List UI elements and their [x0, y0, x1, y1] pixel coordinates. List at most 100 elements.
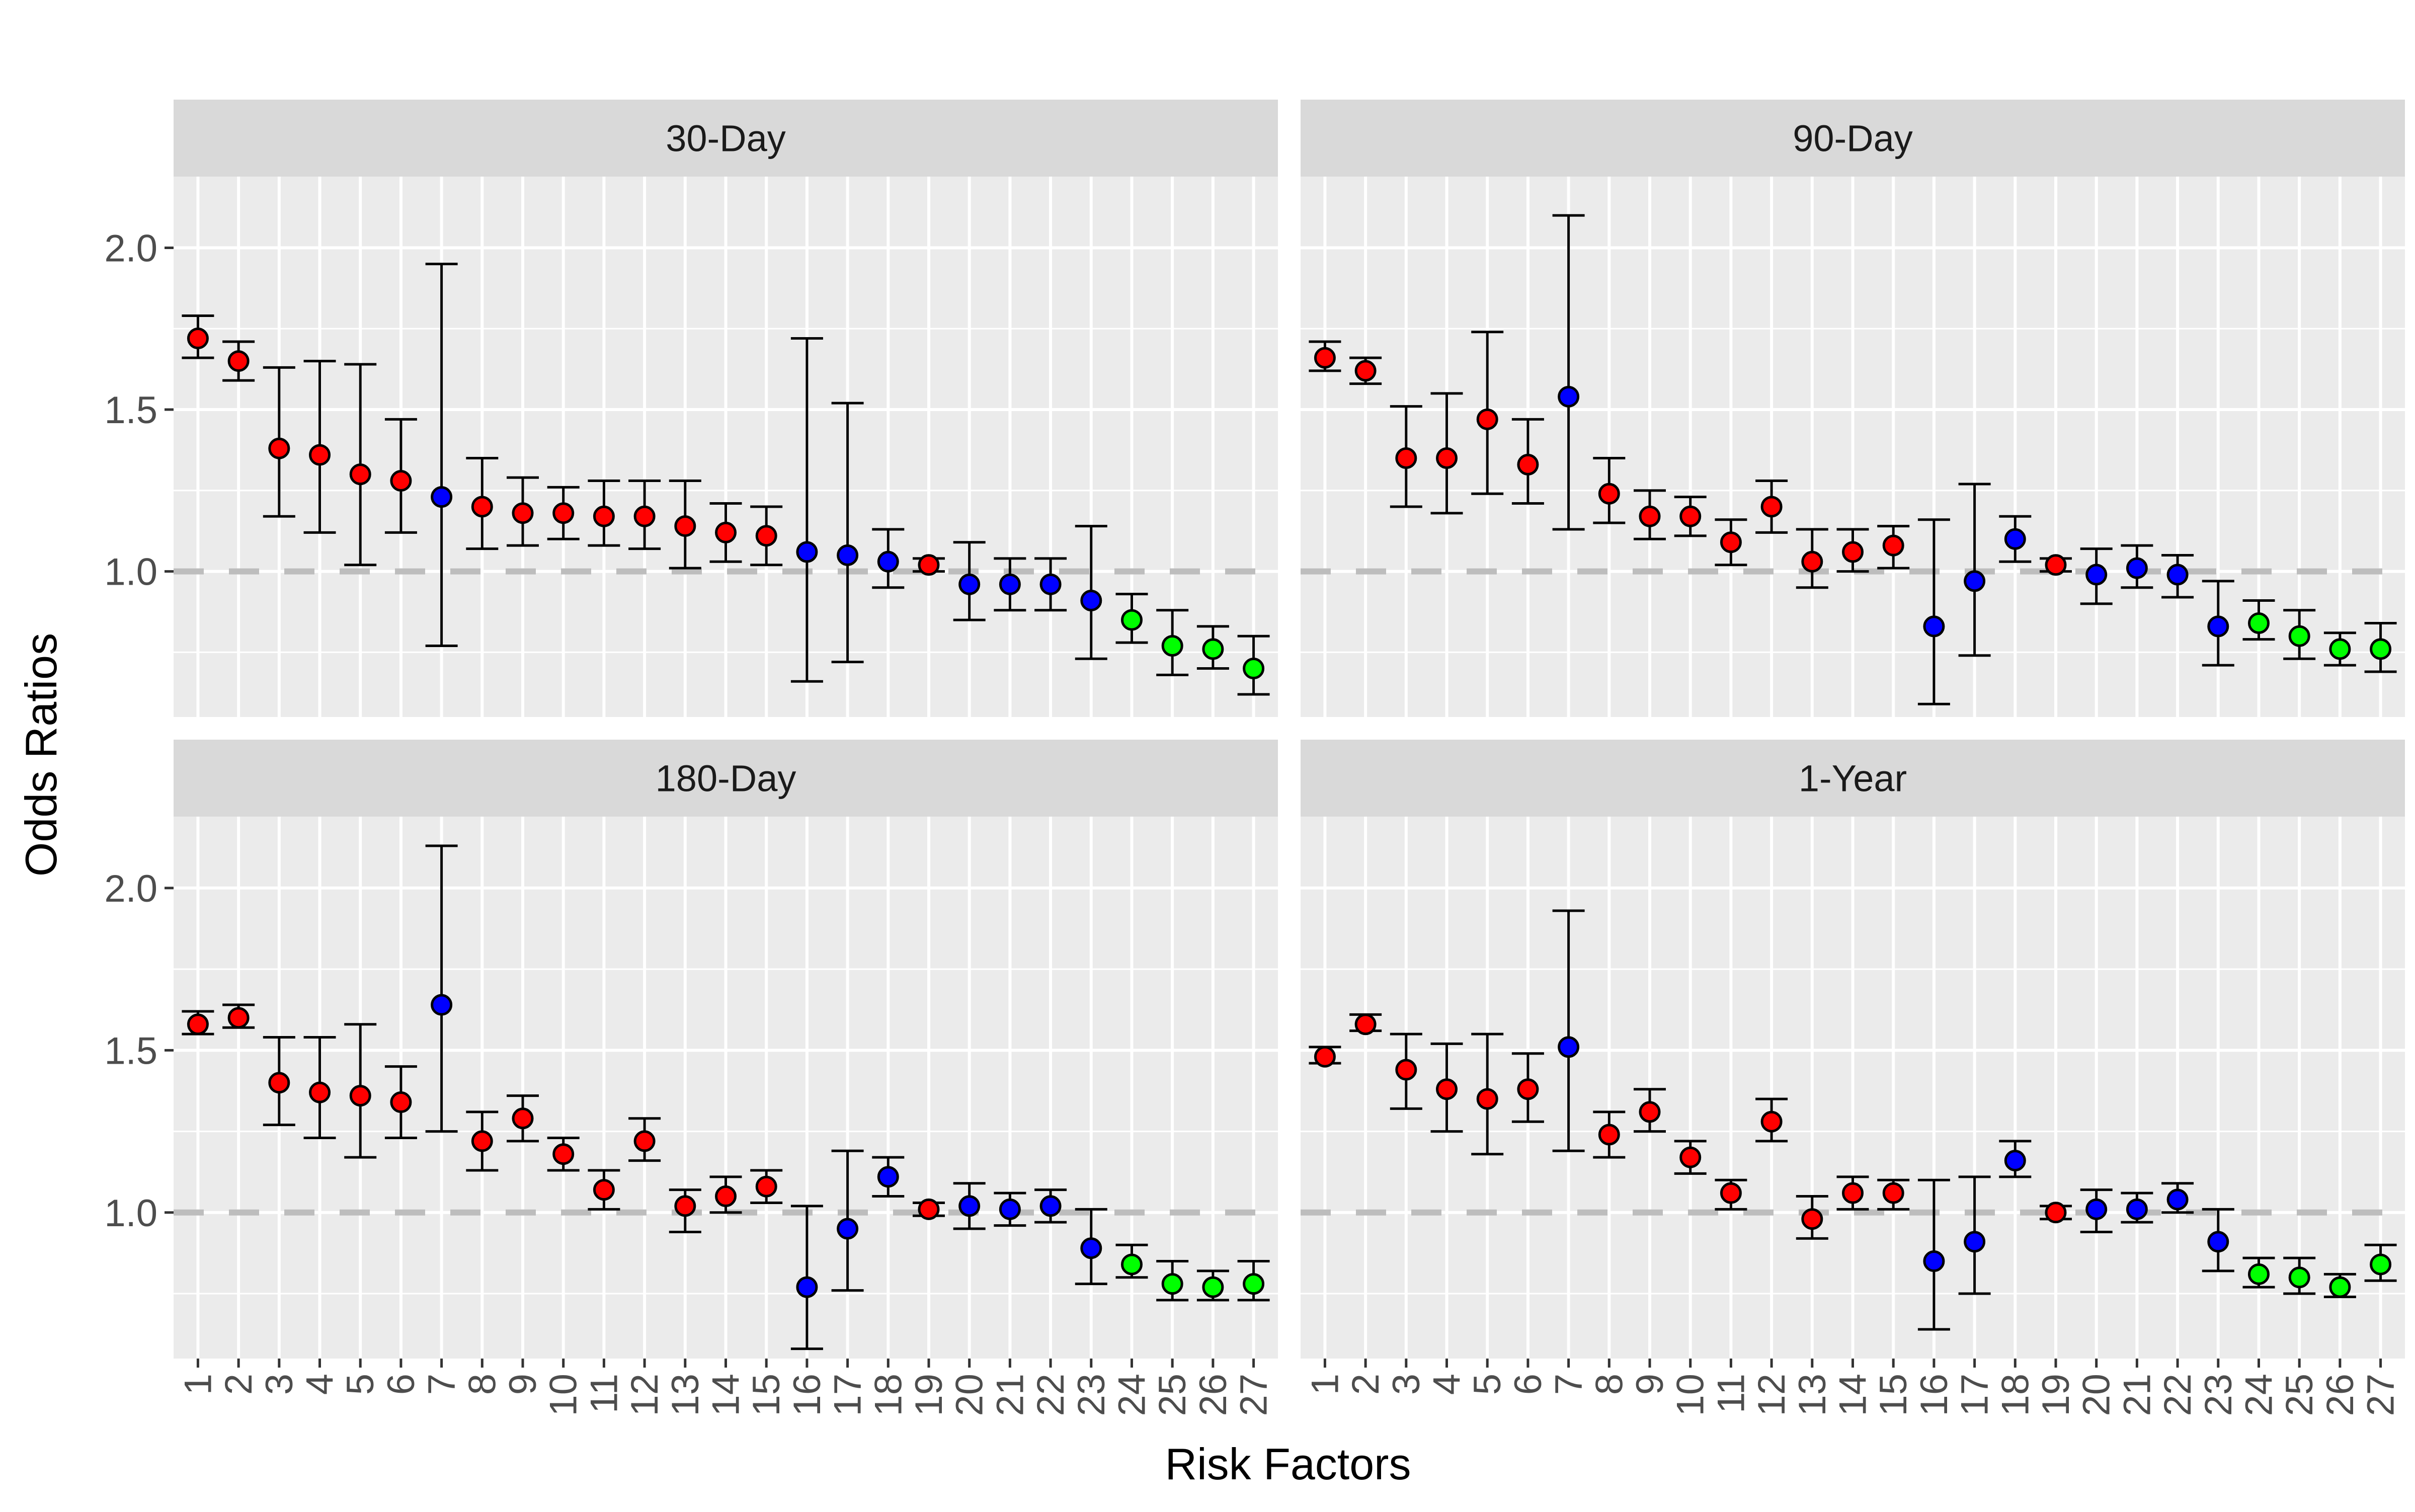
facet-strip [1301, 740, 2405, 817]
data-point [593, 1179, 615, 1201]
data-point [1476, 1088, 1498, 1110]
data-point [2085, 1198, 2108, 1220]
data-point [471, 1130, 493, 1152]
x-tick-label: 23 [1070, 1374, 1113, 1416]
data-point [958, 1195, 981, 1217]
facet-title: 90-Day [1793, 118, 1913, 160]
data-point [390, 1091, 412, 1113]
data-point [2166, 564, 2189, 586]
data-point [1720, 531, 1742, 553]
x-tick-label: 25 [2278, 1374, 2321, 1416]
data-point [2045, 554, 2067, 576]
data-point [2085, 564, 2108, 586]
x-tick-label: 22 [1029, 1374, 1072, 1416]
y-tick-label: 1.5 [104, 389, 157, 432]
data-point [1842, 1182, 1864, 1204]
data-point [349, 463, 371, 486]
data-point [2247, 1263, 2270, 1285]
data-point [2207, 1231, 2229, 1253]
data-point [633, 1130, 656, 1152]
data-point [2126, 557, 2148, 579]
data-point [1598, 483, 1620, 505]
data-point [715, 1185, 737, 1208]
panel-4: 1-Year1234567891011121314151617181920212… [1301, 740, 2405, 1416]
data-point [471, 496, 493, 518]
data-point [918, 554, 940, 576]
data-point [512, 1107, 534, 1130]
x-tick-label: 20 [2075, 1374, 2118, 1416]
data-point [187, 328, 209, 350]
x-tick-label: 16 [786, 1374, 829, 1416]
x-tick-label: 6 [1507, 1374, 1550, 1395]
x-tick-label: 25 [1151, 1374, 1194, 1416]
data-point [1801, 550, 1823, 573]
panel-2: 90-Day [1301, 100, 2405, 717]
x-tick-label: 18 [1994, 1374, 2037, 1416]
data-point [1720, 1182, 1742, 1204]
data-point [1679, 505, 1702, 527]
data-point [390, 470, 412, 492]
data-point [2329, 638, 2351, 660]
x-tick-label: 1 [177, 1374, 219, 1395]
data-point [755, 1175, 777, 1198]
data-point [1598, 1124, 1620, 1146]
data-point [2126, 1198, 2148, 1220]
data-point [1436, 447, 1458, 469]
data-point [1120, 1253, 1143, 1276]
x-tick-label: 9 [502, 1374, 544, 1395]
data-point [1161, 635, 1183, 657]
data-point [2370, 638, 2392, 660]
x-tick-label: 23 [2197, 1374, 2240, 1416]
x-tick-label: 15 [745, 1374, 788, 1416]
facet-strip [174, 100, 1278, 177]
x-tick-label: 19 [2035, 1374, 2077, 1416]
data-point [877, 1166, 899, 1188]
data-point [1395, 447, 1417, 469]
data-point [2004, 1150, 2026, 1172]
data-point [1842, 541, 1864, 563]
y-tick-label: 1.5 [104, 1029, 157, 1072]
x-tick-label: 24 [1110, 1374, 1153, 1416]
data-point [2207, 615, 2229, 638]
x-tick-label: 12 [623, 1374, 666, 1416]
data-point [1679, 1146, 1702, 1168]
data-point [431, 994, 453, 1016]
data-point [674, 515, 696, 537]
data-point [2370, 1253, 2392, 1276]
data-point [2247, 612, 2270, 634]
x-tick-label: 22 [2156, 1374, 2199, 1416]
data-point [1558, 385, 1580, 408]
error-bar [790, 337, 823, 683]
data-point [1476, 408, 1498, 430]
y-tick-label: 2.0 [104, 867, 157, 910]
data-point [1760, 1110, 1783, 1133]
data-point [837, 544, 859, 566]
error-bar [1552, 214, 1585, 531]
data-point [1080, 589, 1102, 611]
x-tick-label: 4 [1426, 1374, 1469, 1395]
x-tick-label: 11 [583, 1374, 625, 1413]
data-point [1395, 1059, 1417, 1081]
x-tick-label: 8 [461, 1374, 504, 1395]
data-point [1354, 360, 1377, 382]
data-point [593, 505, 615, 527]
x-tick-label: 2 [217, 1374, 260, 1395]
data-point [1882, 534, 1904, 556]
data-point [309, 444, 331, 466]
data-point [2166, 1188, 2189, 1211]
x-tick-label: 3 [1385, 1374, 1428, 1395]
panel-1: 30-Day 1.0 1.5 2.0 [104, 100, 1278, 717]
y-axis-title: Odds Ratios [16, 633, 66, 877]
error-bar [1958, 483, 1991, 657]
data-point [1882, 1182, 1904, 1204]
x-tick-label: 18 [867, 1374, 910, 1416]
x-tick-label: 24 [2237, 1374, 2280, 1416]
data-point [2288, 625, 2310, 647]
data-point [1202, 638, 1224, 660]
data-point [1436, 1078, 1458, 1100]
y-tick-label: 1.0 [104, 1192, 157, 1235]
data-point [1517, 1078, 1539, 1100]
data-point [1161, 1273, 1183, 1295]
data-point [227, 1007, 250, 1029]
